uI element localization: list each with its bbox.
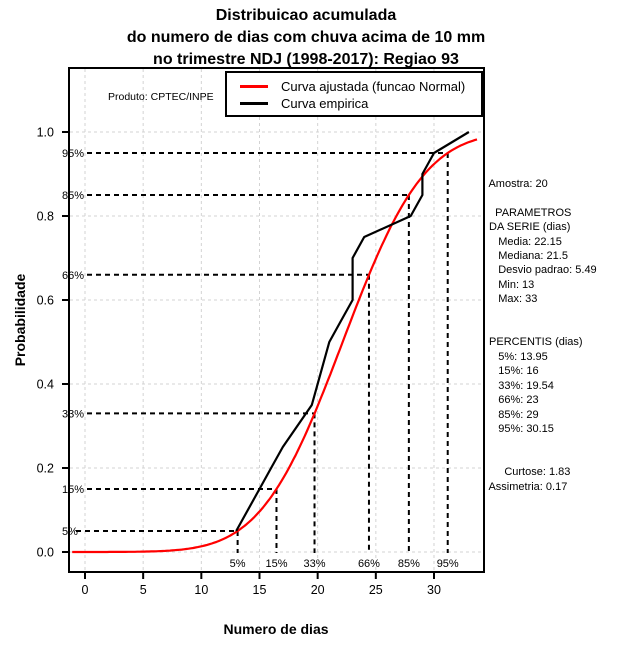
percentile-bottom-label-5%: 5% [230,558,246,570]
percentile-bottom-label-85%: 85% [398,558,420,570]
curves [72,131,478,554]
y-axis-title: Probabilidade [12,273,28,367]
empirical-curve-swatch [240,101,268,105]
axes-and-ticks [62,67,485,579]
x-tick-label-15: 15 [253,583,267,597]
percentile-bottom-label-95%: 95% [437,558,459,570]
chart-title-line-1: Distribuicao acumulada [215,7,397,24]
y-tick-label-0.6: 0.6 [37,294,54,308]
percentile-left-label-95%: 95% [62,148,84,160]
legend-label-empirical: Curva empirica [281,95,369,111]
x-tick-label-10: 10 [194,583,208,597]
fitted-curve-swatch [240,84,268,88]
percentile-guide-lines [76,152,449,553]
x-tick-label-0: 0 [82,583,89,597]
chart-title: Distribuicao acumulada do numero de dias… [0,5,612,71]
fitted-normal-curve [72,138,478,554]
percentile-left-label-66%: 66% [62,270,84,282]
percentile-bottom-label-15%: 15% [265,558,287,570]
y-tick-label-1.0: 1.0 [37,126,54,140]
legend: Curva ajustada (funcao Normal) Curva emp… [225,71,483,117]
y-tick-label-0.2: 0.2 [37,462,54,476]
plot-border [68,67,485,573]
x-tick-label-20: 20 [311,583,325,597]
empirical-curve [235,131,470,532]
percentile-bottom-label-66%: 66% [358,558,380,570]
y-tick-label-0.0: 0.0 [37,546,54,560]
percentile-bottom-label-33%: 33% [304,558,326,570]
y-tick-label-0.4: 0.4 [37,378,54,392]
statistics-panel: Amostra: 20 PARAMETROS DA SERIE (dias) M… [488,178,597,493]
product-watermark: Produto: CPTEC/INPE [108,91,214,103]
chart-title-line-2: do numero de dias com chuva acima de 10 … [126,29,486,46]
legend-item-empirical: Curva empirica [227,95,368,111]
legend-item-fitted: Curva ajustada (funcao Normal) [227,78,465,94]
x-axis-title: Numero de dias [223,621,329,637]
percentile-left-label-85%: 85% [62,190,84,202]
percentile-left-label-33%: 33% [62,408,84,420]
gridlines [70,69,483,571]
legend-label-fitted: Curva ajustada (funcao Normal) [281,78,466,94]
axis-tick-labels: 5% 5% 15% 15% 33% 33% 66% 66% 85% 85% 95% 95% 0 5 10 15… [37,126,459,598]
x-tick-label-5: 5 [140,583,147,597]
y-tick-label-0.8: 0.8 [37,210,54,224]
percentile-left-label-5%: 5% [62,526,78,538]
x-tick-label-30: 30 [427,583,441,597]
chart-title-line-3: no trimestre NDJ (1998-2017): Regiao 93 [153,51,459,68]
x-tick-label-25: 25 [369,583,383,597]
percentile-left-label-15%: 15% [62,484,84,496]
